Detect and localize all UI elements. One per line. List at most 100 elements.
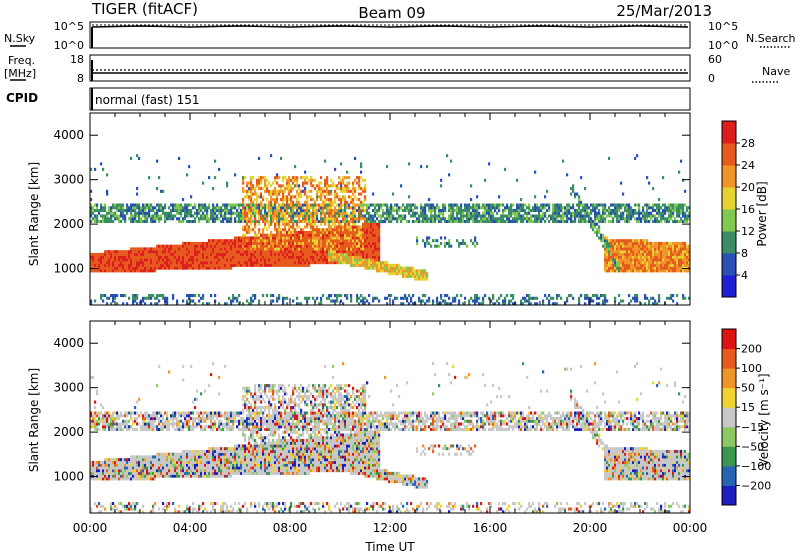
- data-cell: [320, 245, 322, 248]
- data-cell: [358, 176, 360, 179]
- data-cell: [672, 264, 674, 267]
- data-cell: [368, 264, 370, 267]
- data-cell: [238, 256, 240, 259]
- data-cell: [340, 253, 342, 256]
- data-cell: [424, 220, 426, 223]
- data-cell: [376, 217, 378, 220]
- data-cell: [250, 195, 252, 198]
- data-cell: [582, 220, 584, 223]
- data-cell: [160, 206, 162, 209]
- data-cell: [116, 264, 118, 267]
- data-cell: [318, 228, 320, 231]
- data-cell: [360, 234, 362, 237]
- data-cell: [214, 242, 216, 245]
- data-cell: [368, 294, 370, 297]
- data-cell: [292, 182, 294, 185]
- data-cell: [252, 209, 254, 212]
- data-cell: [268, 234, 270, 237]
- data-cell: [280, 228, 282, 231]
- colorbar-tick-label: 4: [741, 269, 748, 282]
- data-cell: [254, 256, 256, 259]
- data-cell: [430, 220, 432, 223]
- data-cell: [138, 157, 140, 160]
- data-cell: [202, 258, 204, 261]
- data-cell: [246, 247, 248, 250]
- data-cell: [134, 261, 136, 264]
- data-cell: [650, 253, 652, 256]
- data-cell: [376, 245, 378, 248]
- data-cell: [466, 220, 468, 223]
- data-cell: [672, 261, 674, 264]
- data-cell: [242, 253, 244, 256]
- data-cell: [672, 256, 674, 259]
- data-cell: [654, 250, 656, 253]
- data-cell: [238, 253, 240, 256]
- data-cell: [294, 220, 296, 223]
- data-cell: [684, 253, 686, 256]
- data-cell: [102, 220, 104, 223]
- data-cell: [634, 157, 636, 160]
- data-cell: [604, 264, 606, 267]
- data-cell: [132, 267, 134, 270]
- data-cell: [616, 212, 618, 215]
- data-cell: [210, 258, 212, 261]
- data-cell: [338, 247, 340, 250]
- data-cell: [136, 261, 138, 264]
- data-cell: [362, 236, 364, 239]
- data-cell: [668, 256, 670, 259]
- data-cell: [206, 256, 208, 259]
- data-cell: [304, 212, 306, 215]
- data-cell: [310, 190, 312, 193]
- data-cell: [266, 214, 268, 217]
- data-cell: [298, 214, 300, 217]
- data-cell: [212, 217, 214, 220]
- data-cell: [326, 247, 328, 250]
- data-cell: [476, 217, 478, 220]
- data-cell: [574, 217, 576, 220]
- data-cell: [216, 247, 218, 250]
- data-cell: [630, 214, 632, 217]
- data-cell: [282, 209, 284, 212]
- data-cell: [98, 267, 100, 270]
- data-cell: [630, 245, 632, 248]
- data-cell: [150, 209, 152, 212]
- data-cell: [356, 225, 358, 228]
- data-cell: [294, 256, 296, 259]
- data-cell: [340, 239, 342, 242]
- data-cell: [614, 245, 616, 248]
- data-cell: [582, 214, 584, 217]
- data-cell: [378, 300, 380, 303]
- data-cell: [638, 214, 640, 217]
- data-cell: [290, 236, 292, 239]
- data-cell: [160, 264, 162, 267]
- data-cell: [686, 250, 688, 253]
- data-cell: [684, 245, 686, 248]
- data-cell: [260, 214, 262, 217]
- data-cell: [392, 209, 394, 212]
- data-cell: [316, 193, 318, 196]
- data-cell: [682, 212, 684, 215]
- data-cell: [110, 214, 112, 217]
- data-cell: [92, 264, 94, 267]
- data-cell: [554, 217, 556, 220]
- data-cell: [178, 247, 180, 250]
- data-cell: [256, 242, 258, 245]
- data-cell: [296, 247, 298, 250]
- data-cell: [314, 217, 316, 220]
- data-cell: [428, 220, 430, 223]
- data-cell: [162, 294, 164, 297]
- data-cell: [532, 206, 534, 209]
- data-cell: [328, 206, 330, 209]
- data-cell: [610, 258, 612, 261]
- data-cell: [610, 239, 612, 242]
- data-cell: [294, 245, 296, 248]
- data-cell: [348, 242, 350, 245]
- data-cell: [134, 204, 136, 207]
- data-cell: [358, 253, 360, 256]
- data-cell: [122, 204, 124, 207]
- data-cell: [216, 264, 218, 267]
- data-cell: [266, 258, 268, 261]
- data-cell: [350, 297, 352, 300]
- data-cell: [136, 214, 138, 217]
- data-cell: [644, 245, 646, 248]
